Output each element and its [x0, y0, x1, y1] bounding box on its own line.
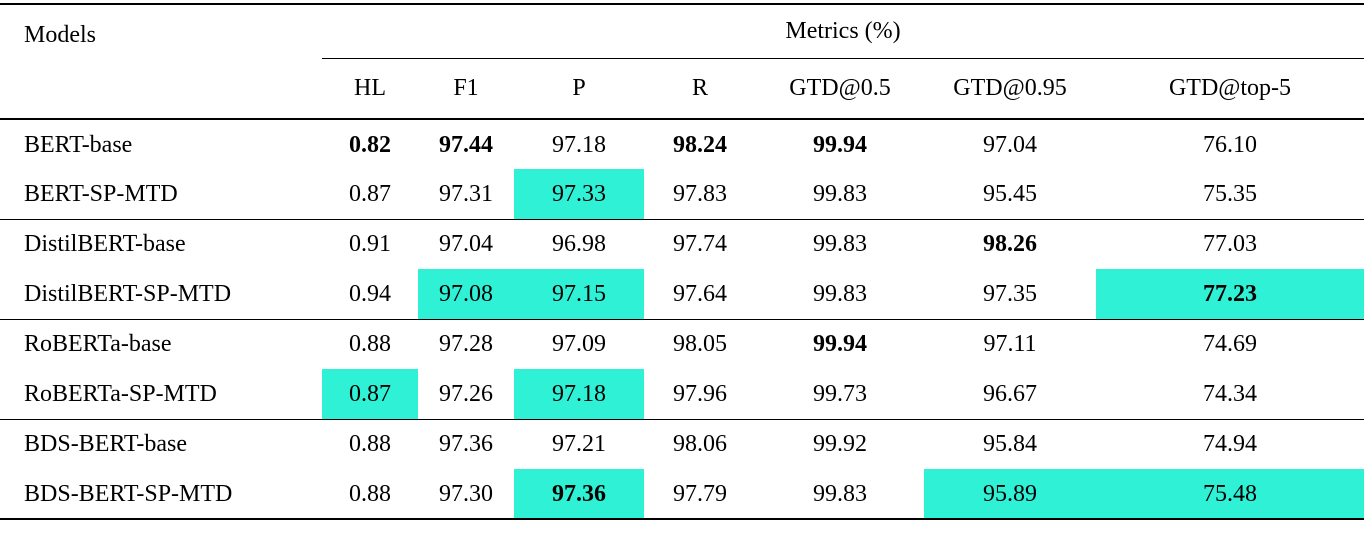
- metric-cell: 99.94: [813, 331, 867, 358]
- column-header-r: R: [644, 58, 756, 120]
- column-header-f1: F1: [418, 58, 514, 120]
- metric-column-headers: HL F1 P R GTD@0.5 GTD@0.95 GTD@top-5: [0, 58, 1364, 120]
- metric-cell: 98.24: [673, 131, 727, 158]
- metric-cell-highlighted: 97.33: [514, 169, 644, 220]
- model-name: BERT-base: [24, 131, 133, 158]
- metric-cell: 99.83: [756, 169, 924, 220]
- metric-cell: 99.83: [813, 231, 867, 258]
- table-body: BERT-base 0.82 97.44 97.18 98.24 99.94 97.04 76…: [0, 119, 1364, 519]
- metric-cell: 0.88: [349, 331, 391, 358]
- header-group-row: Models Metrics (%): [0, 4, 1364, 120]
- metric-cell: 97.79: [673, 480, 727, 507]
- metric-cell: 97.35: [924, 269, 1096, 320]
- table-row: DistilBERT-SP-MTD 0.94 97.08 97.15 97.64 99.8…: [0, 269, 1364, 320]
- metric-cell: 77.03: [1203, 231, 1257, 258]
- model-name: RoBERTa-SP-MTD: [0, 369, 322, 420]
- metric-cell: 98.05: [673, 331, 727, 358]
- metric-cell: 76.10: [1203, 131, 1257, 158]
- metric-cell: 98.06: [673, 431, 727, 458]
- column-header-p: P: [514, 58, 644, 120]
- metric-cell-highlighted: 0.87: [322, 369, 418, 420]
- column-header-hl: HL: [322, 58, 418, 120]
- metric-cell: 97.83: [644, 169, 756, 220]
- models-column-header: Models: [0, 4, 322, 120]
- metric-cell: 97.04: [439, 231, 493, 258]
- column-header-gtd-0-5: GTD@0.5: [756, 58, 924, 120]
- table-row: DistilBERT-base 0.91 97.04 96.98 97.74 99.83 9…: [0, 219, 1364, 269]
- metric-cell: 96.67: [924, 369, 1096, 420]
- metric-cell: 99.73: [756, 369, 924, 420]
- model-name: BDS-BERT-base: [24, 431, 188, 458]
- metric-cell: 74.34: [1096, 369, 1364, 420]
- metric-cell: 98.26: [983, 231, 1037, 258]
- column-header-gtd-top-5: GTD@top-5: [1096, 58, 1364, 120]
- metric-cell: 96.98: [552, 231, 606, 258]
- metric-cell-highlighted: 77.23: [1096, 269, 1364, 320]
- metric-cell: 99.94: [813, 131, 867, 158]
- metric-cell: 74.94: [1203, 431, 1257, 458]
- metric-cell-highlighted: 97.36: [514, 469, 644, 519]
- column-header-gtd-0-95: GTD@0.95: [924, 58, 1096, 120]
- metric-cell: 99.83: [813, 480, 867, 507]
- metric-cell: 97.44: [439, 131, 493, 158]
- table-row: BERT-SP-MTD 0.87 97.31 97.33 97.83 99.83 95.45…: [0, 169, 1364, 220]
- metric-cell: 97.09: [552, 331, 606, 358]
- metric-cell: 75.35: [1096, 169, 1364, 220]
- metric-cell: 99.92: [813, 431, 867, 458]
- metric-cell-highlighted: 97.08: [418, 269, 514, 320]
- table-row: RoBERTa-SP-MTD 0.87 97.26 97.18 97.96 99.73 96…: [0, 369, 1364, 420]
- metric-cell: 97.64: [644, 269, 756, 320]
- table-row: BDS-BERT-base 0.88 97.36 97.21 98.06 99.92 95.…: [0, 419, 1364, 469]
- model-name: DistilBERT-base: [24, 231, 186, 258]
- metric-cell: 95.84: [983, 431, 1037, 458]
- metric-cell: 99.83: [756, 269, 924, 320]
- metric-cell-highlighted: 97.18: [514, 369, 644, 420]
- metrics-group-header: Metrics (%): [322, 4, 1364, 59]
- model-name: BERT-SP-MTD: [0, 169, 322, 220]
- metric-cell: 97.36: [439, 431, 493, 458]
- metric-cell: 97.11: [983, 331, 1037, 358]
- metric-cell-highlighted: 75.48: [1096, 469, 1364, 519]
- table-header: Models Metrics (%) HL F1 P R GTD@0.5 GTD@0.95…: [0, 4, 1364, 120]
- metric-cell: 0.88: [349, 480, 391, 507]
- metric-cell-highlighted: 95.89: [924, 469, 1096, 519]
- metric-cell: 74.69: [1203, 331, 1257, 358]
- metric-cell: 97.04: [983, 131, 1037, 158]
- metric-cell: 97.26: [418, 369, 514, 420]
- metric-cell: 97.30: [439, 480, 493, 507]
- metric-cell: 97.74: [673, 231, 727, 258]
- model-name: RoBERTa-base: [24, 331, 172, 358]
- metric-cell: 97.21: [552, 431, 606, 458]
- table-row: BDS-BERT-SP-MTD 0.88 97.30 97.36 97.79 99.83 9…: [0, 469, 1364, 519]
- results-table: Models Metrics (%) HL F1 P R GTD@0.5 GTD@0.95…: [0, 3, 1364, 520]
- metric-cell: 97.28: [439, 331, 493, 358]
- metric-cell: 97.31: [418, 169, 514, 220]
- metric-cell: 95.45: [924, 169, 1096, 220]
- table-row: BERT-base 0.82 97.44 97.18 98.24 99.94 97.04 76…: [0, 119, 1364, 169]
- metric-cell: 0.91: [349, 231, 391, 258]
- metric-cell: 97.96: [644, 369, 756, 420]
- metric-cell-highlighted: 97.15: [514, 269, 644, 320]
- model-name: DistilBERT-SP-MTD: [0, 269, 322, 320]
- metric-cell: 0.87: [322, 169, 418, 220]
- metric-cell: 0.82: [349, 131, 391, 158]
- model-name: BDS-BERT-SP-MTD: [24, 480, 233, 507]
- metric-cell: 97.18: [552, 131, 606, 158]
- metric-cell: 0.88: [349, 431, 391, 458]
- table-row: RoBERTa-base 0.88 97.28 97.09 98.05 99.94 97.1…: [0, 319, 1364, 369]
- metric-cell: 0.94: [322, 269, 418, 320]
